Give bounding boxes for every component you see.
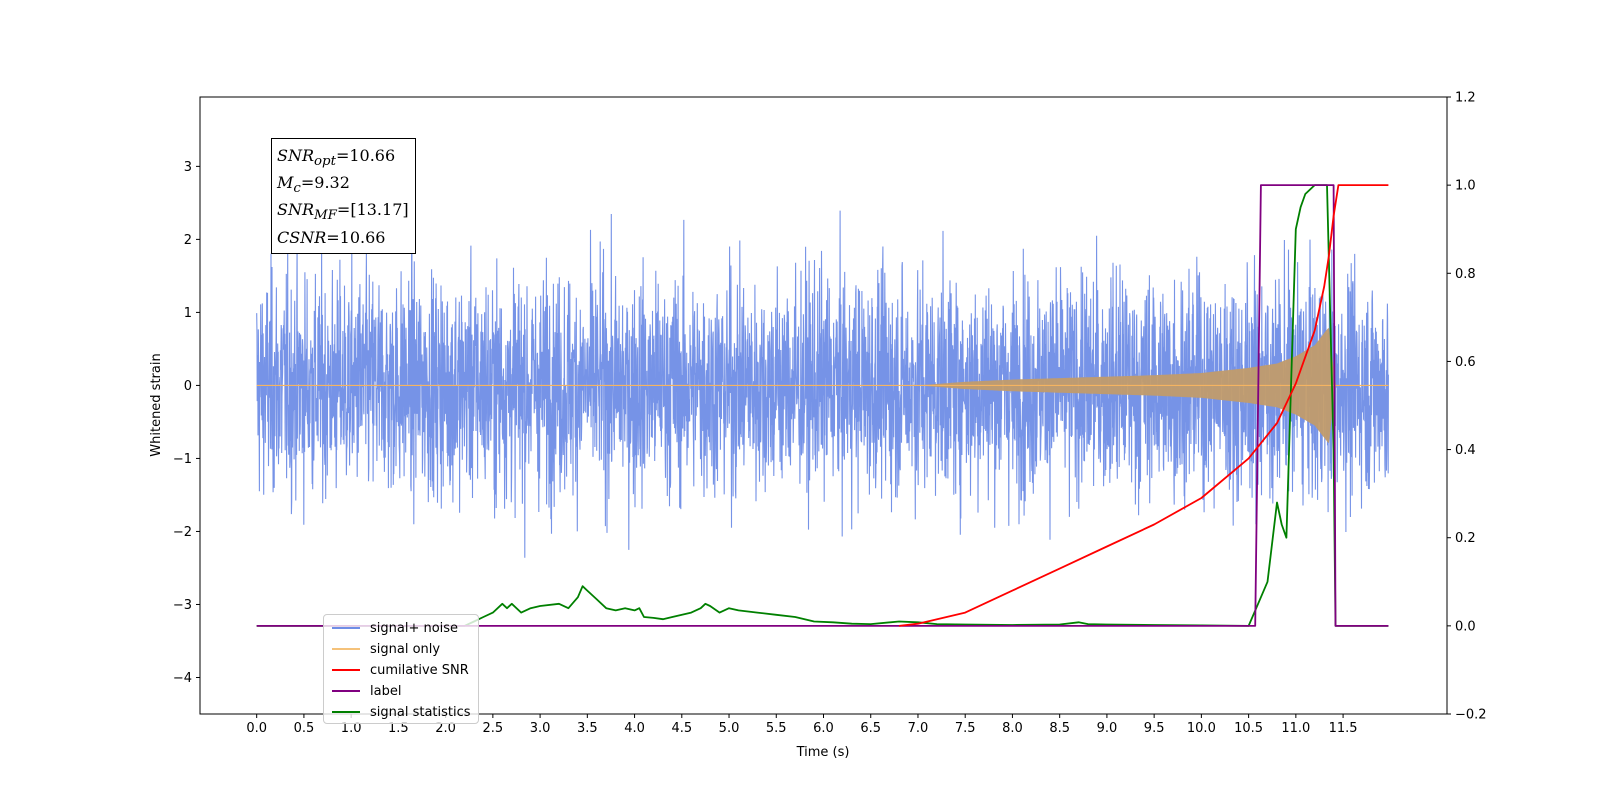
y-axis-left-label: Whitened strain bbox=[149, 353, 164, 456]
legend-entry-signal-noise: signal+ noise bbox=[332, 618, 458, 638]
annotation-csnr: CSNR=10.66 bbox=[277, 227, 386, 247]
x-axis-label: Time (s) bbox=[796, 745, 850, 760]
x-tick-label: 5.5 bbox=[766, 721, 787, 736]
legend-label: signal+ noise bbox=[370, 620, 459, 636]
x-tick-label: 3.5 bbox=[577, 721, 598, 736]
y-right-tick-label: −0.2 bbox=[1455, 708, 1487, 723]
legend-swatch bbox=[332, 711, 360, 713]
legend-swatch bbox=[332, 690, 360, 692]
annotation-mc: Mc=9.32 bbox=[277, 173, 350, 197]
legend-entry-label: label bbox=[332, 681, 401, 701]
series-line-label bbox=[256, 184, 1389, 627]
x-tick-label: 6.0 bbox=[813, 721, 834, 736]
legend-entry-signal-only: signal only bbox=[332, 639, 440, 659]
x-tick-label: 7.0 bbox=[908, 721, 929, 736]
x-tick-label: 4.0 bbox=[624, 721, 645, 736]
x-tick-label: 2.5 bbox=[483, 721, 504, 736]
y-left-tick-label: −1 bbox=[173, 452, 192, 467]
x-tick-label: 11.5 bbox=[1329, 721, 1358, 736]
legend-swatch bbox=[332, 669, 360, 671]
legend-swatch bbox=[332, 648, 360, 650]
y-right-tick-label: 0.2 bbox=[1455, 531, 1476, 546]
x-tick-label: 1.5 bbox=[388, 721, 409, 736]
y-right-tick-label: 0.0 bbox=[1455, 619, 1476, 634]
y-right-tick-label: 1.0 bbox=[1455, 179, 1476, 194]
series-line-cumilative-snr bbox=[898, 184, 1389, 627]
x-tick-label: 8.0 bbox=[1002, 721, 1023, 736]
x-tick-label: 3.0 bbox=[530, 721, 551, 736]
legend-label: cumilative SNR bbox=[370, 662, 469, 678]
y-right-tick-label: 1.2 bbox=[1455, 91, 1476, 106]
series-line-signal-statistics bbox=[256, 184, 1389, 627]
x-tick-label: 11.0 bbox=[1281, 721, 1310, 736]
legend: signal+ noise signal only cumilative SNR… bbox=[323, 614, 479, 724]
y-right-tick-label: 0.8 bbox=[1455, 267, 1476, 282]
y-left-tick-label: 1 bbox=[184, 306, 192, 321]
x-tick-label: 10.5 bbox=[1234, 721, 1263, 736]
y-right-tick-label: 0.6 bbox=[1455, 355, 1476, 370]
x-tick-label: 0.0 bbox=[246, 721, 267, 736]
annotation-snr-mf: SNRMF=[13.17] bbox=[277, 200, 409, 224]
snr-annotation-box: SNRopt=10.66 Mc=9.32 SNRMF=[13.17] CSNR=… bbox=[271, 138, 416, 254]
x-tick-label: 9.0 bbox=[1097, 721, 1118, 736]
x-tick-label: 1.0 bbox=[341, 721, 362, 736]
right-axis-series bbox=[256, 184, 1389, 627]
y-axis-left: 3 2 1 0 −1 −2 −3 −4 bbox=[173, 160, 200, 686]
x-tick-label: 0.5 bbox=[294, 721, 315, 736]
annotation-snr-opt: SNRopt=10.66 bbox=[277, 146, 396, 170]
x-tick-label: 4.5 bbox=[671, 721, 692, 736]
x-tick-label: 7.5 bbox=[955, 721, 976, 736]
x-tick-label: 6.5 bbox=[860, 721, 881, 736]
legend-entry-signal-statistics: signal statistics bbox=[332, 702, 471, 722]
x-tick-label: 2.0 bbox=[435, 721, 456, 736]
legend-label: signal statistics bbox=[370, 704, 471, 720]
legend-swatch bbox=[332, 627, 360, 629]
x-tick-label: 10.0 bbox=[1187, 721, 1216, 736]
y-left-tick-label: −4 bbox=[173, 671, 192, 686]
legend-entry-cumulative-snr: cumilative SNR bbox=[332, 660, 469, 680]
y-left-tick-label: 2 bbox=[184, 233, 192, 248]
x-tick-label: 9.5 bbox=[1144, 721, 1165, 736]
y-axis-right: 1.2 1.0 0.8 0.6 0.4 0.2 0.0 −0.2 bbox=[1447, 91, 1487, 723]
legend-label: label bbox=[370, 683, 402, 699]
y-left-tick-label: −3 bbox=[173, 598, 192, 613]
series-signal-only bbox=[256, 327, 1389, 443]
y-left-tick-label: 0 bbox=[184, 379, 192, 394]
legend-label: signal only bbox=[370, 641, 441, 657]
y-left-tick-label: −2 bbox=[173, 525, 192, 540]
x-tick-label: 5.0 bbox=[719, 721, 740, 736]
y-right-tick-label: 0.4 bbox=[1455, 443, 1476, 458]
x-axis: 0.0 0.5 1.0 1.5 2.0 2.5 3.0 3.5 4.0 4.5 5.0 5.5 6.0 6… bbox=[246, 714, 1358, 736]
x-tick-label: 8.5 bbox=[1049, 721, 1070, 736]
y-left-tick-label: 3 bbox=[184, 160, 192, 175]
